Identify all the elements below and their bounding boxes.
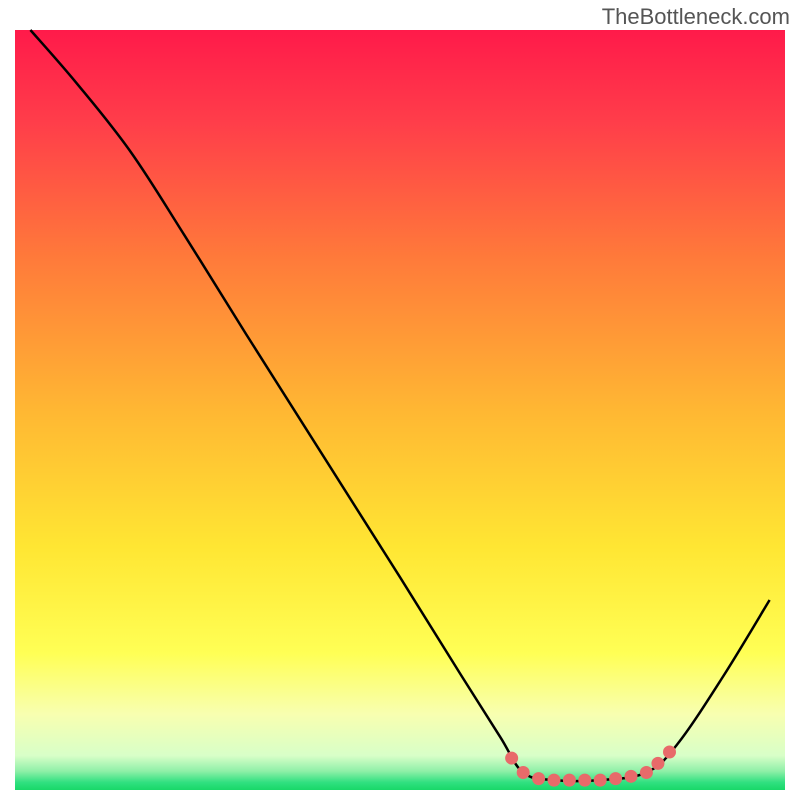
highlight-marker [625, 770, 637, 782]
highlight-marker [517, 767, 529, 779]
highlight-marker [652, 757, 664, 769]
highlight-marker [563, 774, 575, 786]
chart-container: TheBottleneck.com [0, 0, 800, 800]
highlight-marker [548, 774, 560, 786]
highlight-marker [506, 752, 518, 764]
highlight-marker [664, 746, 676, 758]
watermark-text: TheBottleneck.com [602, 4, 790, 30]
gradient-background [15, 30, 785, 790]
highlight-marker [533, 773, 545, 785]
bottleneck-chart [0, 0, 800, 800]
highlight-marker [640, 767, 652, 779]
highlight-marker [610, 773, 622, 785]
highlight-marker [594, 774, 606, 786]
highlight-marker [579, 774, 591, 786]
